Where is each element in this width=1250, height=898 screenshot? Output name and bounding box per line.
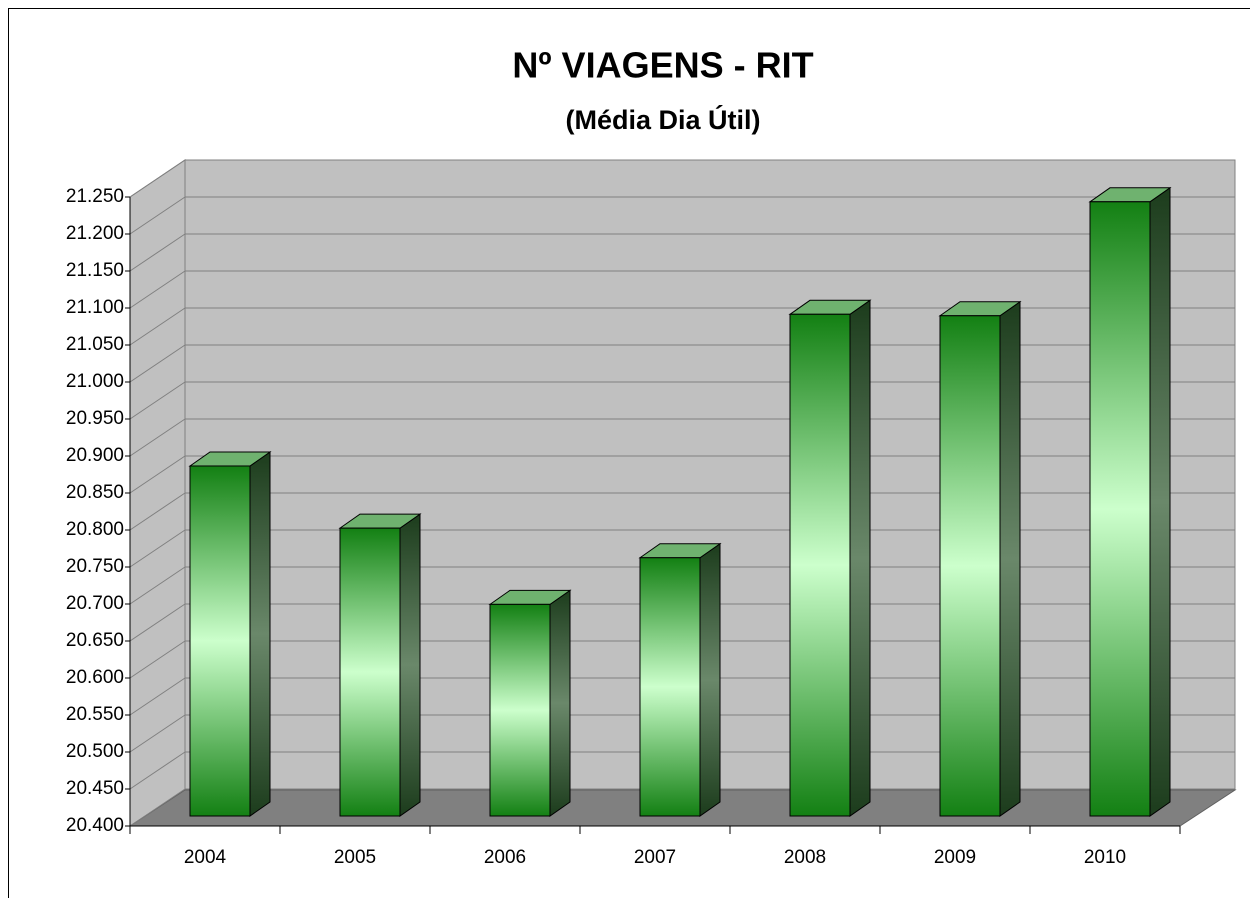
- bar: [489, 603, 551, 817]
- x-tick-label: 2010: [1084, 847, 1126, 868]
- y-tick-label: 21.100: [66, 297, 124, 318]
- y-tick-label: 20.700: [66, 593, 124, 614]
- side-grid-line: [129, 381, 186, 420]
- bar: [189, 465, 251, 817]
- side-grid-line: [129, 677, 186, 716]
- side-grid-line: [129, 566, 186, 605]
- y-tick-label: 20.550: [66, 704, 124, 725]
- bar-side: [1149, 186, 1171, 817]
- side-grid-line: [129, 307, 186, 346]
- y-tick-label: 20.850: [66, 482, 124, 503]
- bar: [789, 313, 851, 817]
- side-grid-line: [129, 751, 186, 790]
- chart-border: [8, 8, 1250, 898]
- y-tick-label: 20.400: [66, 815, 124, 836]
- y-tick-label: 20.600: [66, 667, 124, 688]
- x-tick-label: 2004: [184, 847, 227, 868]
- side-grid-line: [129, 344, 186, 383]
- x-tick-label: 2006: [484, 847, 526, 868]
- bar-side: [399, 513, 421, 817]
- side-grid-line: [129, 270, 186, 309]
- side-grid-line: [129, 196, 186, 235]
- chart-title: Nº VIAGENS - RIT: [512, 45, 813, 86]
- bar-side: [849, 299, 871, 817]
- side-grid-line: [129, 233, 186, 272]
- x-tick-label: 2007: [634, 847, 676, 868]
- y-tick-label: 21.150: [66, 260, 124, 281]
- y-tick-label: 20.900: [66, 445, 124, 466]
- x-tick-label: 2005: [334, 847, 376, 868]
- y-tick-label: 20.500: [66, 741, 124, 762]
- side-wall: [129, 159, 186, 827]
- y-tick-label: 21.000: [66, 371, 124, 392]
- bar: [339, 527, 401, 817]
- y-tick-label: 21.200: [66, 223, 124, 244]
- y-tick-label: 20.750: [66, 556, 124, 577]
- bar-side: [999, 300, 1021, 817]
- bar: [939, 315, 1001, 817]
- x-tick-label: 2009: [934, 847, 976, 868]
- bar-side: [249, 451, 271, 817]
- side-grid-line: [129, 418, 186, 457]
- side-grid-line: [129, 529, 186, 568]
- y-tick-label: 20.800: [66, 519, 124, 540]
- side-grid-line: [129, 714, 186, 753]
- x-tick-label: 2008: [784, 847, 826, 868]
- side-grid-line: [129, 455, 186, 494]
- y-tick-label: 21.050: [66, 334, 124, 355]
- bar-side: [699, 542, 721, 817]
- side-grid-line: [129, 640, 186, 679]
- side-grid-line: [129, 492, 186, 531]
- side-grid-line: [129, 603, 186, 642]
- y-tick-label: 20.650: [66, 630, 124, 651]
- y-tick-label: 20.450: [66, 778, 124, 799]
- chart-subtitle: (Média Dia Útil): [565, 104, 760, 135]
- side-grid-line: [129, 788, 186, 827]
- side-grid-line: [129, 159, 186, 198]
- y-tick-label: 21.250: [66, 186, 124, 207]
- bar-side: [549, 589, 571, 817]
- y-tick-label: 20.950: [66, 408, 124, 429]
- bar: [639, 557, 701, 817]
- bar: [1089, 201, 1151, 817]
